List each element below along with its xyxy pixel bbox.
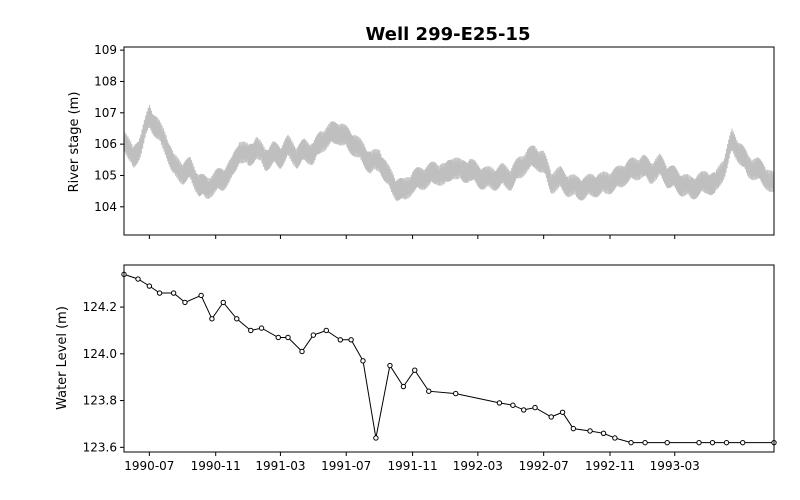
water-level-point bbox=[220, 299, 226, 306]
top-ytick-label: 106 bbox=[94, 137, 117, 151]
bottom-ytick-label: 123.8 bbox=[83, 394, 117, 408]
water-level-point bbox=[387, 362, 393, 369]
bottom-ylabel: Water Level (m) bbox=[55, 306, 70, 410]
water-level-line bbox=[123, 273, 774, 444]
water-level-point bbox=[248, 327, 254, 334]
water-level-point bbox=[559, 409, 566, 415]
water-level-point bbox=[400, 383, 407, 390]
top-ytick-label: 108 bbox=[94, 74, 117, 88]
bottom-ytick-label: 124.0 bbox=[83, 347, 117, 361]
water-level-point bbox=[510, 402, 516, 408]
water-level-point bbox=[285, 334, 291, 341]
river-stage-line bbox=[123, 104, 774, 201]
top-ytick-label: 107 bbox=[94, 106, 117, 120]
water-level-point bbox=[612, 435, 618, 441]
water-level-point bbox=[182, 299, 188, 306]
top-ytick-label: 104 bbox=[94, 200, 117, 214]
water-level-point bbox=[548, 414, 554, 420]
water-level-point bbox=[234, 316, 240, 322]
river-stage-panel: River stage (m) 104 105 106 107 108 109 bbox=[67, 43, 775, 239]
water-level-point bbox=[135, 276, 141, 282]
bottom-xtick-label: 1992-07 bbox=[519, 459, 569, 473]
water-level-point bbox=[337, 337, 344, 343]
water-level-point bbox=[170, 290, 177, 296]
bottom-x-ticks: 1990-07 1990-11 1991-03 1991-07 1991-11 1992-… bbox=[124, 452, 700, 473]
water-level-point bbox=[412, 367, 418, 373]
chart-title: Well 299-E25-15 bbox=[366, 24, 531, 45]
water-level-point bbox=[146, 283, 153, 289]
water-level-point bbox=[348, 337, 354, 343]
water-level-point bbox=[664, 439, 670, 446]
water-level-point bbox=[628, 439, 634, 446]
water-level-point bbox=[570, 425, 577, 432]
top-axes-frame bbox=[123, 46, 775, 236]
water-level-point bbox=[310, 332, 317, 338]
water-level-points bbox=[121, 271, 777, 446]
water-level-panel: Water Level (m) 123.6 123.8 124.0 124.2 199… bbox=[55, 264, 777, 473]
water-level-point bbox=[373, 435, 379, 441]
bottom-xtick-label: 1993-03 bbox=[650, 459, 700, 473]
water-level-point bbox=[709, 439, 716, 446]
bottom-ytick-label: 123.6 bbox=[83, 440, 117, 454]
water-level-point bbox=[740, 439, 746, 446]
water-level-point bbox=[532, 404, 538, 411]
water-level-point bbox=[299, 348, 305, 355]
water-level-point bbox=[453, 390, 459, 397]
water-level-point bbox=[323, 327, 329, 334]
bottom-xtick-label: 1992-11 bbox=[585, 459, 635, 473]
water-level-point bbox=[360, 358, 366, 364]
water-level-point bbox=[275, 334, 281, 341]
water-level-point bbox=[642, 439, 648, 446]
water-level-point bbox=[521, 407, 527, 413]
bottom-xtick-label: 1991-07 bbox=[321, 459, 371, 473]
water-level-point bbox=[426, 388, 432, 394]
bottom-xtick-label: 1991-03 bbox=[255, 459, 305, 473]
bottom-y-ticks: 123.6 123.8 124.0 124.2 bbox=[83, 300, 124, 454]
water-level-point bbox=[258, 325, 265, 331]
bottom-xtick-label: 1991-11 bbox=[388, 459, 438, 473]
top-ylabel: River stage (m) bbox=[67, 92, 82, 193]
bottom-xtick-label: 1990-11 bbox=[191, 459, 241, 473]
water-level-point bbox=[209, 316, 215, 322]
bottom-axes-frame bbox=[123, 264, 775, 453]
water-level-point bbox=[723, 439, 730, 446]
bottom-ytick-label: 124.2 bbox=[83, 300, 117, 314]
bottom-xtick-label: 1992-03 bbox=[453, 459, 503, 473]
water-level-point bbox=[156, 290, 163, 296]
top-x-ticks bbox=[148, 235, 676, 239]
water-level-point bbox=[600, 430, 607, 436]
water-level-point bbox=[198, 292, 204, 299]
water-level-point bbox=[587, 428, 593, 434]
bottom-xtick-label: 1990-07 bbox=[124, 459, 174, 473]
top-y-ticks: 104 105 106 107 108 109 bbox=[94, 43, 124, 214]
top-ytick-label: 105 bbox=[94, 168, 117, 182]
top-ytick-label: 109 bbox=[94, 43, 117, 57]
water-level-point bbox=[496, 400, 503, 406]
water-level-point bbox=[696, 439, 702, 446]
